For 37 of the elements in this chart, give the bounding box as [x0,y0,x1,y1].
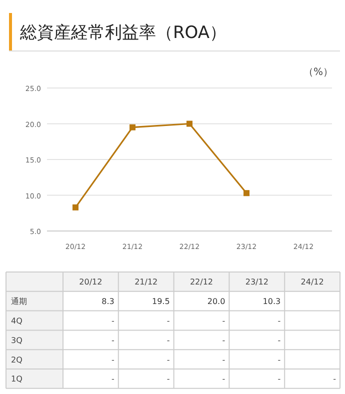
data-label: 20.0 [207,297,226,306]
text: 4Q [11,316,22,326]
text: 通期 [11,297,27,306]
text: - [112,374,114,384]
data-label: 19.5 [152,297,170,306]
text: - [333,374,336,384]
text: 2Q [11,355,22,364]
x-tick-label: 22/12 [190,278,214,287]
chart-title: 総資産経常利益率（ROA） [19,23,227,43]
text: - [222,355,226,364]
x-tick-label: 20/12 [79,278,102,287]
text: - [166,355,170,364]
text: - [166,374,170,384]
text: - [278,316,281,326]
x-tick-label: 24/12 [300,278,324,287]
text: - [112,355,114,364]
text: - [278,374,281,384]
point [186,120,192,127]
text: 3Q [11,336,22,345]
text: - [278,355,281,364]
point [244,190,250,196]
text: - [166,316,170,326]
text: - [112,336,114,345]
data-label: 10.3 [262,297,281,306]
x-tick-label: 23/12 [245,278,268,287]
text: - [112,316,115,326]
y-axis-title: （%） [303,67,333,78]
text: - [222,316,226,326]
x-tick-label: 21/12 [134,278,158,287]
text: - [222,336,226,345]
text: - [222,374,226,384]
text: 1Q [11,374,22,384]
point [72,204,78,210]
data-label: 8.3 [102,297,114,306]
text: - [166,336,170,345]
point [130,124,136,130]
text: - [278,336,281,345]
